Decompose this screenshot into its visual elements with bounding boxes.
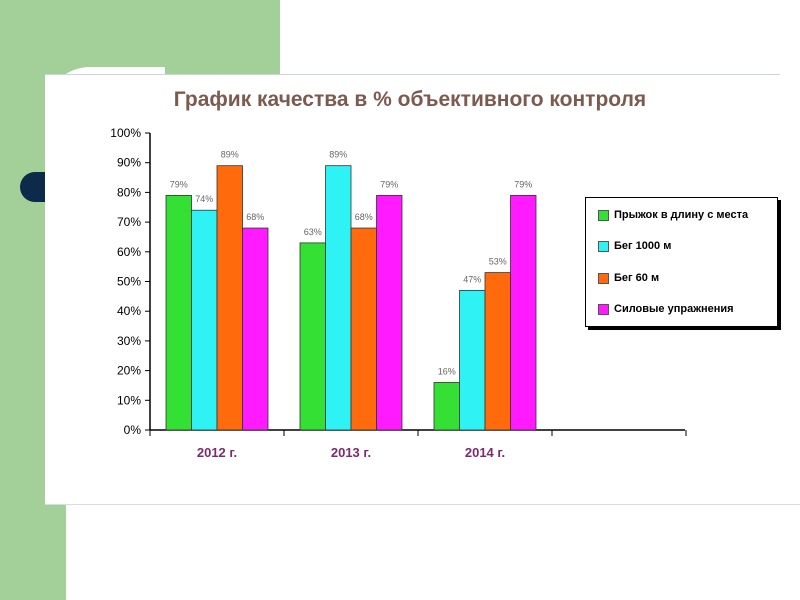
bar bbox=[191, 209, 218, 431]
bar-data-label: 68% bbox=[355, 212, 373, 222]
chart-legend: Прыжок в длину с места Бег 1000 м Бег 60… bbox=[585, 197, 778, 327]
y-tick-label: 50% bbox=[117, 275, 141, 289]
bar-data-label: 79% bbox=[170, 179, 188, 189]
bar bbox=[459, 290, 486, 431]
y-tick-label: 0% bbox=[124, 423, 142, 437]
bar bbox=[350, 227, 377, 431]
legend-swatch-run-1000 bbox=[598, 240, 609, 252]
legend-item-strength: Силовые упражнения bbox=[598, 302, 734, 316]
legend-label-run-1000: Бег 1000 м bbox=[614, 240, 672, 252]
y-tick-label: 100% bbox=[110, 126, 141, 140]
legend-swatch-run-60 bbox=[598, 272, 609, 284]
bar bbox=[484, 272, 511, 431]
bar bbox=[376, 194, 403, 431]
y-tick-label: 90% bbox=[117, 156, 141, 170]
bar-data-label: 68% bbox=[246, 212, 264, 222]
y-tick-label: 40% bbox=[117, 304, 141, 318]
bar-data-label: 63% bbox=[304, 227, 322, 237]
y-tick-label: 20% bbox=[117, 364, 141, 378]
bar bbox=[299, 242, 326, 431]
x-category-label: 2014 г. bbox=[465, 445, 505, 460]
chart-title: График качества в % объективного контрол… bbox=[173, 88, 647, 111]
bar-data-label: 53% bbox=[489, 257, 507, 267]
y-tick-label: 60% bbox=[117, 245, 141, 259]
legend-swatch-jump bbox=[598, 209, 609, 221]
bar-data-label: 89% bbox=[329, 150, 347, 160]
bar-data-label: 79% bbox=[514, 179, 532, 189]
bar bbox=[510, 194, 537, 431]
x-category-label: 2012 г. bbox=[197, 445, 237, 460]
legend-item-run-60: Бег 60 м bbox=[598, 271, 659, 285]
bar-data-label: 89% bbox=[221, 150, 239, 160]
bar-data-label: 47% bbox=[463, 274, 481, 284]
legend-label-jump: Прыжок в длину с места bbox=[614, 209, 749, 221]
bar-data-label: 74% bbox=[195, 194, 213, 204]
bar-data-label: 16% bbox=[438, 366, 456, 376]
decor-bottom-line bbox=[45, 504, 800, 505]
y-tick-label: 10% bbox=[117, 393, 141, 407]
bar-data-label: 79% bbox=[380, 179, 398, 189]
legend-item-run-1000: Бег 1000 м bbox=[598, 239, 671, 253]
bar bbox=[165, 194, 192, 431]
y-tick-label: 30% bbox=[117, 334, 141, 348]
decor-top-line bbox=[45, 74, 780, 75]
y-tick-label: 80% bbox=[117, 185, 141, 199]
y-tick-label: 70% bbox=[117, 215, 141, 229]
bar bbox=[216, 165, 243, 431]
legend-label-run-60: Бег 60 м bbox=[614, 272, 660, 284]
x-category-label: 2013 г. bbox=[331, 445, 371, 460]
bar bbox=[325, 165, 352, 431]
bar bbox=[433, 382, 460, 431]
legend-label-strength: Силовые упражнения bbox=[614, 303, 734, 315]
legend-swatch-strength bbox=[598, 303, 609, 315]
bar bbox=[242, 227, 269, 431]
legend-item-jump: Прыжок в длину с места bbox=[598, 208, 748, 222]
